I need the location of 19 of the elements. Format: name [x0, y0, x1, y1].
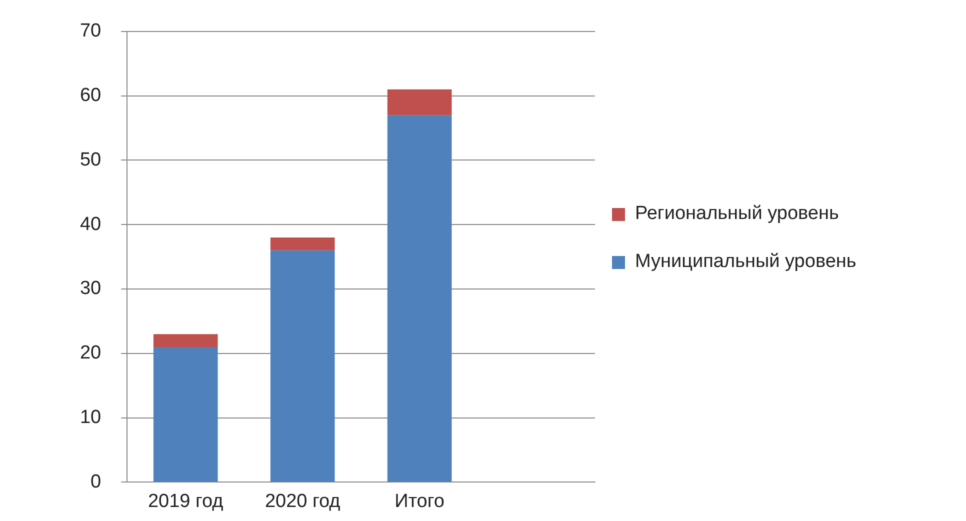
bar [153, 334, 218, 347]
y-tick-label: 30 [80, 278, 102, 300]
bar [387, 89, 452, 116]
y-tick-label: 10 [80, 407, 102, 428]
bar [387, 115, 452, 482]
y-tick-label: 50 [80, 149, 102, 170]
bar [153, 346, 218, 482]
x-tick-label: 2019 год [148, 490, 224, 512]
bar [270, 237, 335, 250]
x-tick-label: 2020 год [264, 490, 340, 512]
bar [270, 250, 335, 482]
y-tick-label: 0 [90, 471, 102, 492]
y-tick-label: 70 [80, 20, 102, 42]
legend-label: Муниципальный уровень [635, 250, 856, 274]
y-tick-label: 20 [80, 342, 102, 364]
y-tick-label: 60 [80, 85, 102, 106]
y-tick-label: 40 [80, 214, 102, 235]
legend-label: Региональный уровень [635, 202, 839, 226]
x-tick-label: Итого [394, 490, 444, 512]
